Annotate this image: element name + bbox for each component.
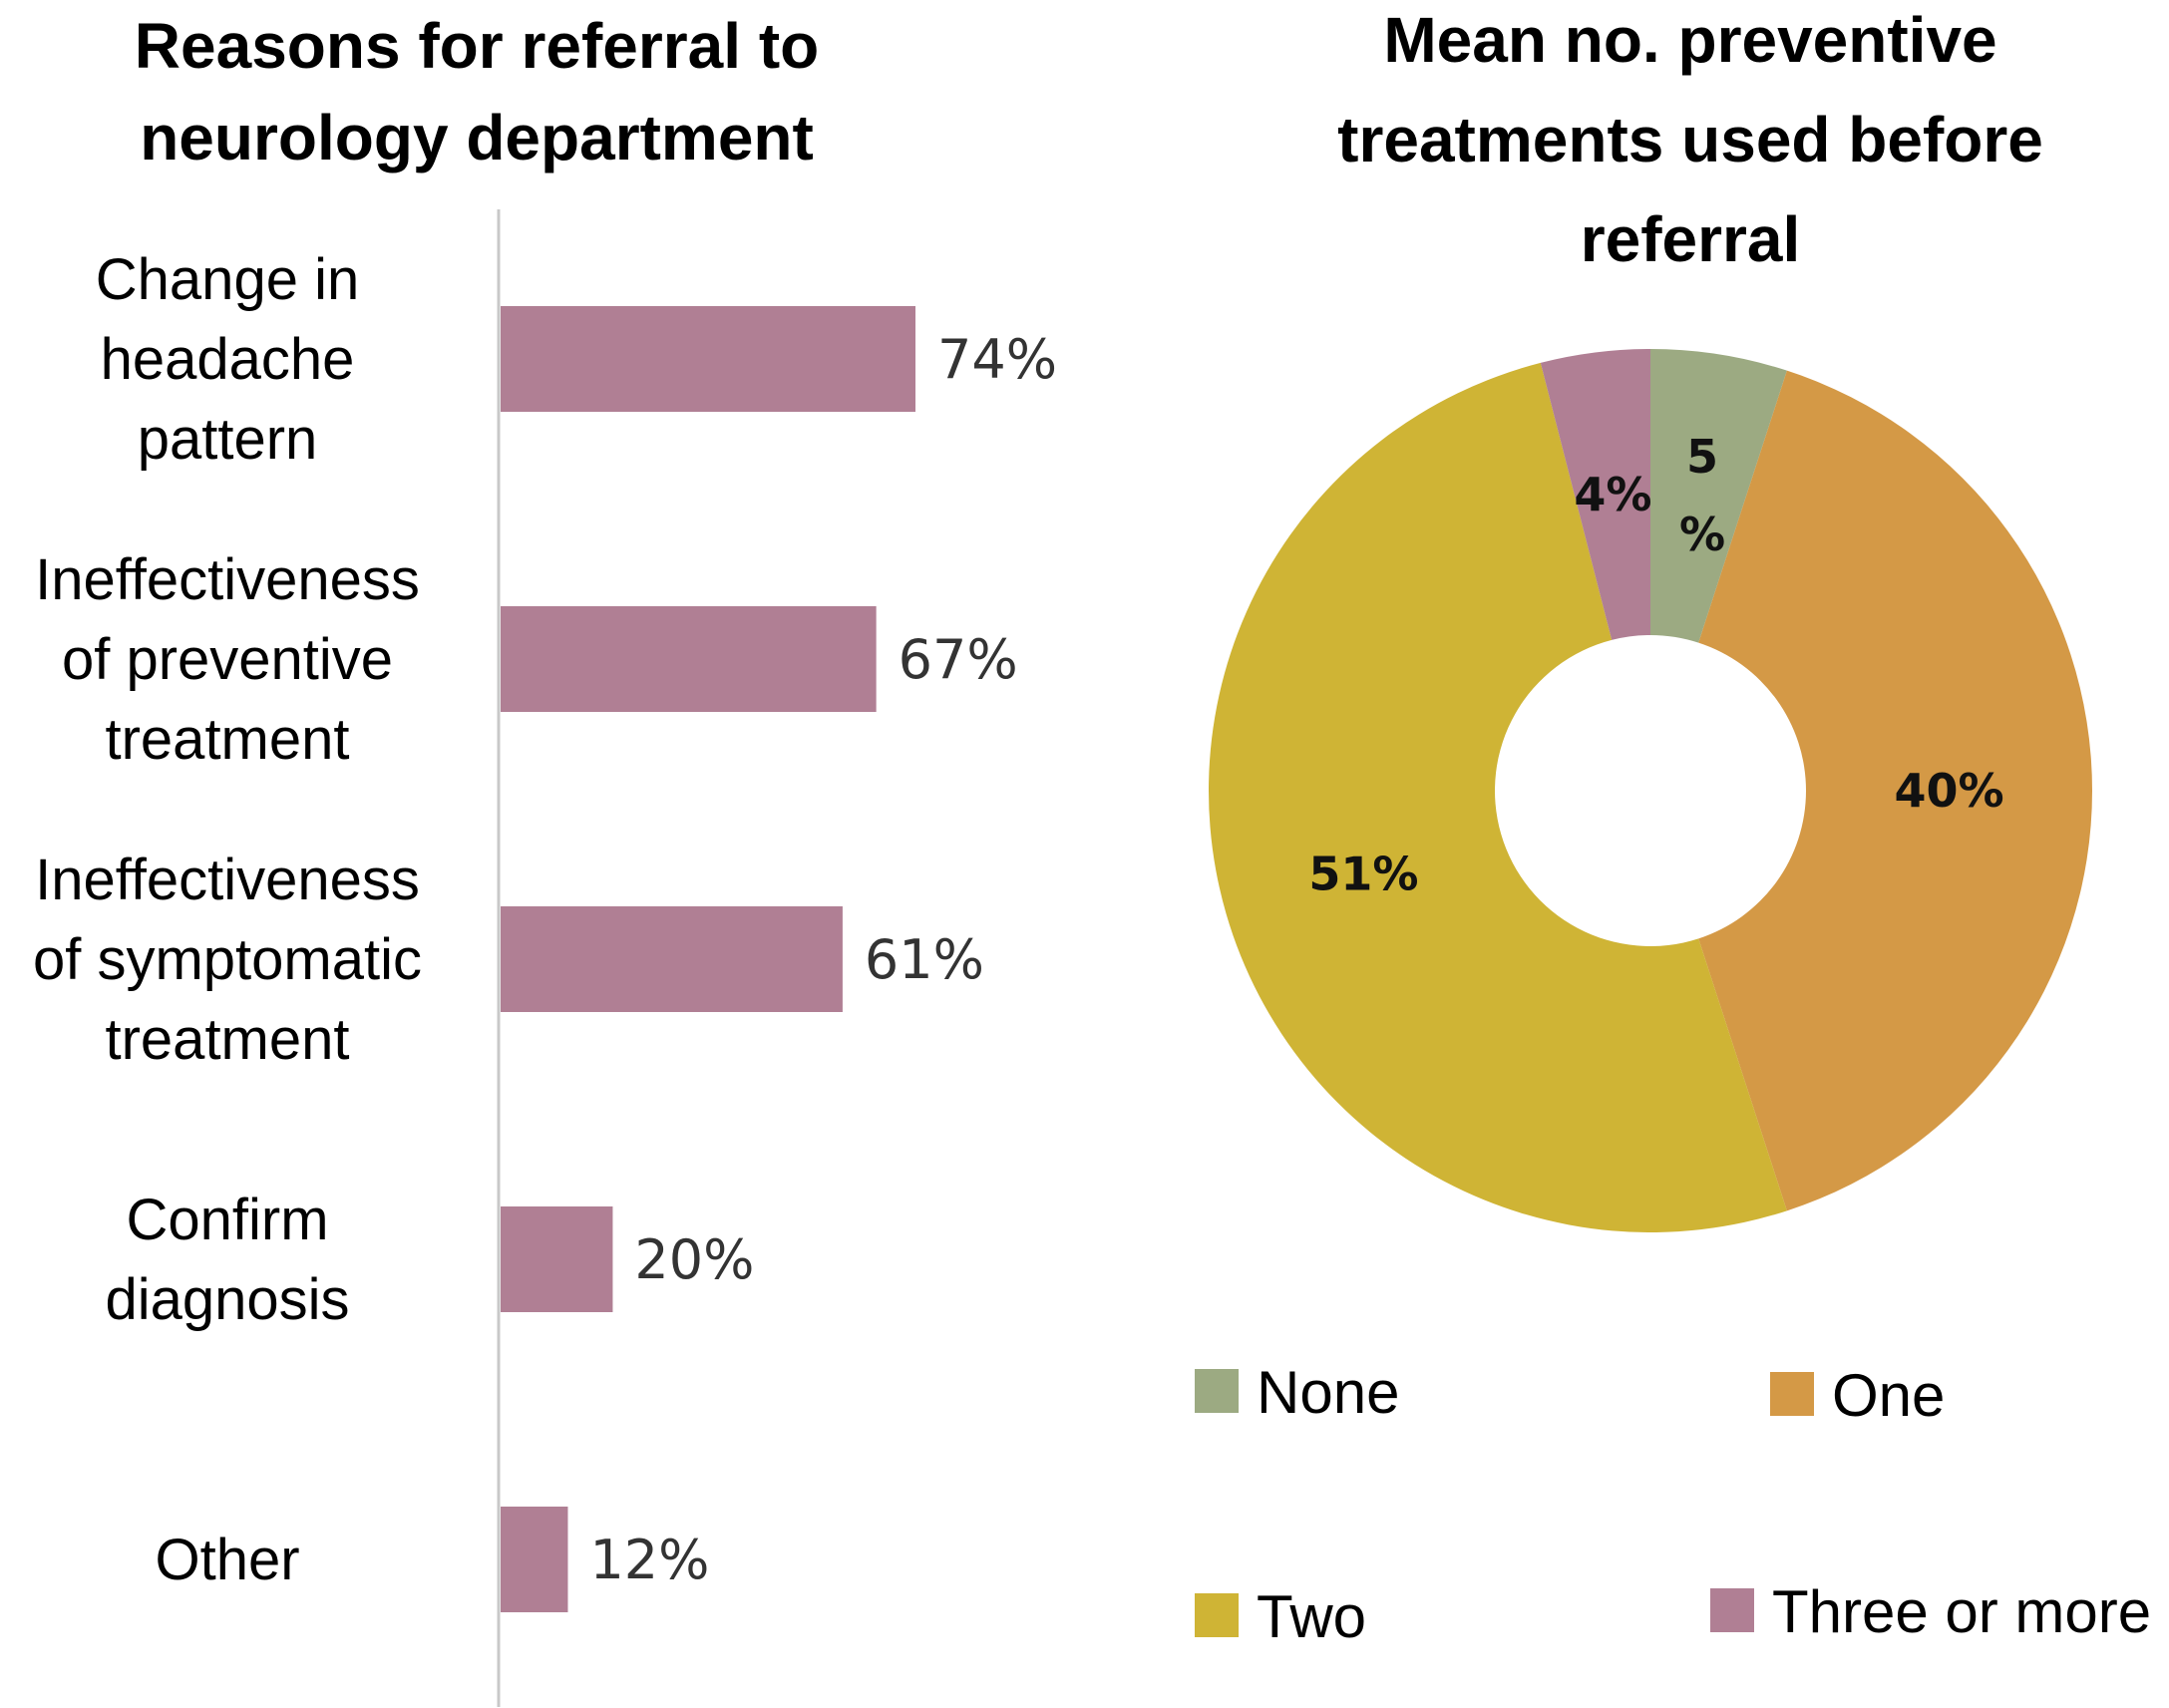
donut-chart-title-line: referral (1581, 203, 1801, 275)
donut-slice (1698, 370, 2092, 1211)
bar-chart-bars (501, 306, 915, 1612)
bar-category-label: Other (155, 1528, 299, 1592)
legend-item[interactable]: Two (1195, 1583, 1366, 1650)
legend-label: Two (1257, 1583, 1366, 1650)
bar-chart-title: Reasons for referral to neurology departm… (135, 10, 819, 173)
bar-category-label: treatment (106, 1007, 350, 1072)
donut-slice (1650, 349, 1787, 643)
bar (501, 306, 915, 412)
bar-chart: Reasons for referral to neurology departm… (33, 10, 1057, 1707)
legend-swatch (1710, 1588, 1754, 1632)
bar-chart-title-line: Reasons for referral to (135, 10, 819, 82)
bar-value-label: 67% (899, 628, 1018, 691)
bar-value-label: 12% (589, 1529, 709, 1591)
donut-chart-title-line: Mean no. preventive (1383, 4, 1996, 76)
legend-label: None (1257, 1359, 1399, 1426)
donut-chart-slices (1208, 349, 2092, 1233)
legend-item[interactable]: One (1770, 1362, 1945, 1429)
legend-item[interactable]: Three or more (1710, 1578, 2151, 1645)
bar-category-label: Ineffectiveness (35, 547, 420, 612)
legend-item[interactable]: None (1195, 1359, 1399, 1426)
legend-label: Three or more (1772, 1578, 2151, 1645)
bar (501, 606, 877, 712)
legend-swatch (1195, 1593, 1239, 1637)
donut-slice-label: 51% (1308, 848, 1418, 901)
donut-slice (1208, 362, 1787, 1233)
bar-category-label: of preventive (62, 627, 393, 692)
bar-value-label: 74% (937, 328, 1057, 391)
bar-category-label: pattern (138, 407, 318, 472)
donut-chart-legend[interactable]: None One Two Three or more (1195, 1359, 2151, 1650)
bar-value-label: 61% (865, 928, 984, 991)
bar-category-label: headache (101, 327, 355, 392)
bar-chart-value-labels: 74% 67% 61% 20% 12% (589, 328, 1057, 1591)
donut-slice-label: 4% (1574, 468, 1651, 521)
donut-chart-title-line: treatments used before (1337, 104, 2043, 175)
legend-swatch (1195, 1369, 1239, 1413)
bar-category-label: treatment (106, 707, 350, 772)
bar-category-label: Change in (96, 247, 359, 312)
bar-category-label: of symptomatic (33, 927, 422, 992)
bar (501, 1206, 613, 1312)
donut-slice-label: 40% (1894, 764, 2003, 818)
donut-slice (1540, 349, 1650, 640)
bar-category-label: diagnosis (105, 1267, 349, 1332)
bar-chart-category-labels: Change in headache pattern Ineffectiveness o… (33, 247, 422, 1592)
bar-chart-title-line: neurology department (140, 102, 814, 173)
bar-category-label: Ineffectiveness (35, 848, 420, 912)
bar (501, 1507, 568, 1612)
bar (501, 906, 843, 1012)
legend-label: One (1832, 1362, 1945, 1429)
donut-chart-slice-labels: 5 % 40% 51% 4% (1308, 430, 2003, 901)
legend-swatch (1770, 1372, 1814, 1416)
donut-chart: Mean no. preventive treatments used befor… (1195, 4, 2151, 1650)
donut-chart-title: Mean no. preventive treatments used befor… (1337, 4, 2043, 275)
donut-slice-label: 5% (1679, 430, 1725, 561)
bar-value-label: 20% (634, 1228, 754, 1291)
bar-category-label: Confirm (126, 1188, 328, 1252)
